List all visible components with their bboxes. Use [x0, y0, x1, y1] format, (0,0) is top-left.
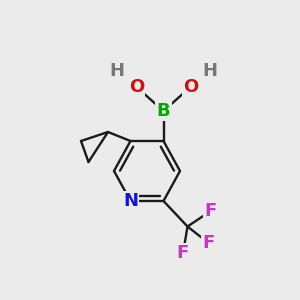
Text: H: H [110, 62, 124, 80]
Text: F: F [204, 202, 216, 220]
Text: B: B [157, 102, 170, 120]
Text: N: N [123, 192, 138, 210]
Text: O: O [129, 78, 144, 96]
Text: F: F [202, 234, 214, 252]
Text: F: F [177, 244, 189, 262]
Text: O: O [183, 78, 198, 96]
Text: H: H [202, 62, 217, 80]
